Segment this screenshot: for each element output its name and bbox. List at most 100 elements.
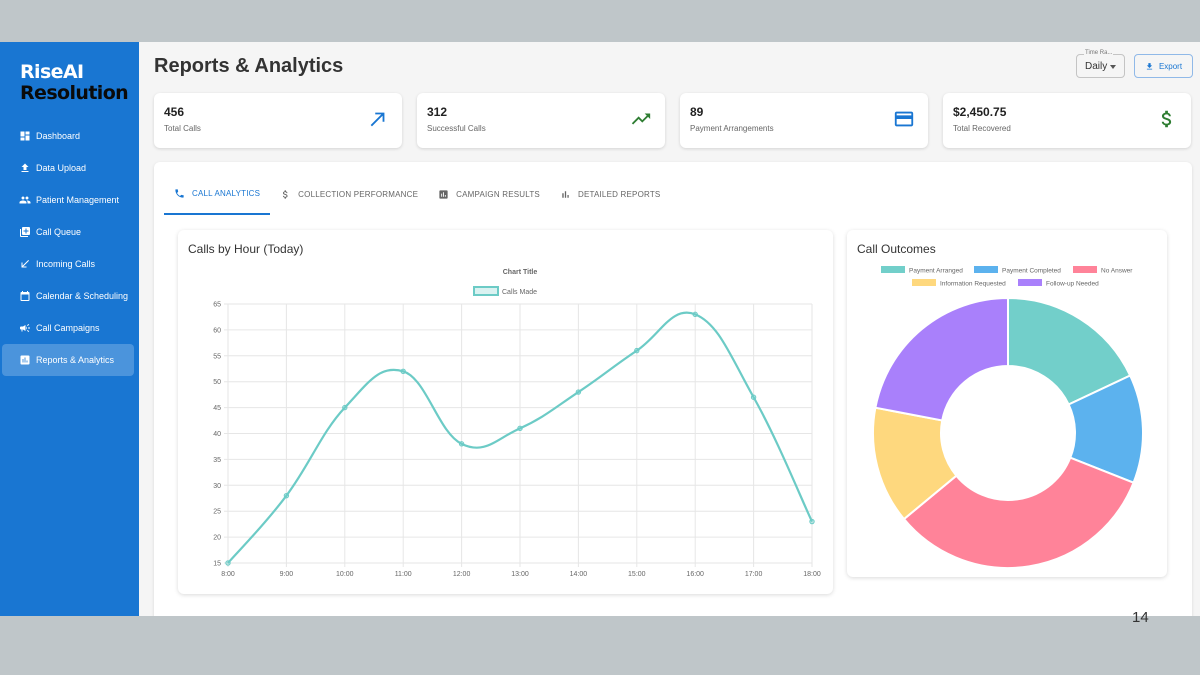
legend-label: Follow-up Needed xyxy=(1046,281,1099,288)
time-range-select[interactable]: Time Ra... Daily xyxy=(1076,50,1125,78)
tab-label: CALL ANALYTICS xyxy=(192,189,261,198)
stat-label: Successful Calls xyxy=(427,124,486,133)
x-tick-label: 10:00 xyxy=(336,571,354,578)
x-tick-label: 12:00 xyxy=(453,571,471,578)
tab-campaign-results[interactable]: CAMPAIGN RESULTS xyxy=(428,174,550,215)
sidebar-item-call-campaigns[interactable]: Call Campaigns xyxy=(2,312,134,344)
x-tick-label: 14:00 xyxy=(570,571,588,578)
x-tick-label: 13:00 xyxy=(511,571,529,578)
sidebar-item-data-upload[interactable]: Data Upload xyxy=(2,152,134,184)
calls-by-hour-card: Calls by Hour (Today) Chart Title 15 20 25 3… xyxy=(178,230,833,594)
x-tick-label: 16:00 xyxy=(686,571,704,578)
incoming-call-icon xyxy=(18,257,32,271)
page-title: Reports & Analytics xyxy=(154,55,344,77)
y-tick-label: 50 xyxy=(213,379,221,386)
y-tick-label: 25 xyxy=(213,509,221,516)
x-tick-label: 11:00 xyxy=(395,571,412,578)
queue-icon xyxy=(18,225,32,239)
export-button[interactable]: Export xyxy=(1134,54,1193,78)
sidebar-item-label: Call Queue xyxy=(36,227,82,237)
y-tick-label: 30 xyxy=(213,483,221,490)
data-point xyxy=(342,404,348,411)
tab-label: COLLECTION PERFORMANCE xyxy=(298,190,419,199)
donut-slice xyxy=(902,456,1135,569)
legend-label: Payment Completed xyxy=(1002,268,1061,275)
app-window: RiseAI Resolution Dashboard Data Upload … xyxy=(0,42,1200,616)
trending-up-icon xyxy=(629,107,653,131)
stat-label: Payment Arrangements xyxy=(690,124,774,133)
calendar-icon xyxy=(18,289,32,303)
y-tick-label: 55 xyxy=(213,353,221,360)
data-point xyxy=(458,441,465,447)
tab-collection-performance[interactable]: COLLECTION PERFORMANCE xyxy=(270,174,428,215)
y-tick-label: 35 xyxy=(213,457,221,464)
series-line xyxy=(227,311,813,564)
stat-value: 456 xyxy=(164,105,185,119)
chart-card-title: Call Outcomes xyxy=(857,242,936,256)
legend-swatch xyxy=(473,286,499,296)
sidebar-item-calendar[interactable]: Calendar & Scheduling xyxy=(2,280,134,312)
sidebar-item-call-queue[interactable]: Call Queue xyxy=(2,216,134,248)
tab-label: DETAILED REPORTS xyxy=(577,190,661,199)
dashboard-icon xyxy=(18,129,32,143)
stat-value: 312 xyxy=(427,105,448,119)
stat-value: 89 xyxy=(690,105,704,119)
stat-label: Total Calls xyxy=(164,124,201,133)
x-tick-label: 17:00 xyxy=(745,571,763,578)
data-point xyxy=(634,347,640,354)
sidebar-item-incoming-calls[interactable]: Incoming Calls xyxy=(2,248,134,280)
stat-card-total-calls: 456 Total Calls xyxy=(154,93,402,148)
data-point xyxy=(400,368,406,375)
brand-logo: RiseAI Resolution xyxy=(20,62,129,104)
upload-icon xyxy=(18,161,32,175)
y-tick-label: 20 xyxy=(213,535,221,542)
sidebar: RiseAI Resolution Dashboard Data Upload … xyxy=(0,42,139,616)
call-outcomes-chart: Payment Arranged Payment Completed No Answ… xyxy=(872,266,1144,569)
legend-label: Payment Arranged xyxy=(909,268,963,275)
chart-card-title: Calls by Hour (Today) xyxy=(188,242,304,256)
sidebar-item-label: Reports & Analytics xyxy=(36,355,115,365)
page-number: 14 xyxy=(1132,609,1149,626)
tab-call-analytics[interactable]: CALL ANALYTICS xyxy=(164,174,271,215)
legend-label: Information Requested xyxy=(940,281,1006,288)
sidebar-item-label: Patient Management xyxy=(36,195,120,205)
x-tick-label: 8:00 xyxy=(221,571,235,578)
sidebar-item-label: Call Campaigns xyxy=(36,323,100,333)
data-point xyxy=(225,560,231,566)
campaign-icon xyxy=(18,321,32,335)
tab-detailed-reports[interactable]: DETAILED REPORTS xyxy=(550,174,670,215)
stat-card-total-recovered: $2,450.75 Total Recovered xyxy=(943,93,1191,148)
donut-slice xyxy=(874,296,1009,422)
analytics-panel: CALL ANALYTICS COLLECTION PERFORMANCE CA… xyxy=(154,162,1192,616)
stat-label: Total Recovered xyxy=(953,124,1011,133)
export-label: Export xyxy=(1158,61,1183,71)
call-outcomes-card: Call Outcomes Payment Arranged Payment Co… xyxy=(847,230,1167,577)
sidebar-item-patient-management[interactable]: Patient Management xyxy=(2,184,134,216)
tab-label: CAMPAIGN RESULTS xyxy=(456,190,540,199)
data-point xyxy=(517,425,523,432)
sidebar-item-label: Incoming Calls xyxy=(36,259,96,269)
download-icon xyxy=(1146,62,1153,69)
legend-label: No Answer xyxy=(1101,268,1133,275)
legend-swatch xyxy=(912,279,936,286)
sidebar-nav: Dashboard Data Upload Patient Management… xyxy=(0,120,139,376)
time-range-label: Time Ra... xyxy=(1084,50,1114,56)
stat-value: $2,450.75 xyxy=(953,105,1007,119)
legend-label: Calls Made xyxy=(502,289,537,296)
y-tick-label: 45 xyxy=(213,405,221,412)
time-range-value: Daily xyxy=(1085,61,1108,72)
y-tick-label: 15 xyxy=(213,561,221,568)
data-point xyxy=(750,394,757,400)
brand-line2: Resolution xyxy=(20,82,129,104)
x-tick-label: 15:00 xyxy=(628,571,646,578)
legend-swatch xyxy=(881,266,905,273)
sidebar-item-reports[interactable]: Reports & Analytics xyxy=(2,344,134,376)
assessment-icon xyxy=(439,190,448,199)
chart-title: Chart Title xyxy=(503,269,538,276)
chevron-down-icon xyxy=(1110,65,1116,69)
people-icon xyxy=(18,193,32,207)
tab-bar: CALL ANALYTICS COLLECTION PERFORMANCE CA… xyxy=(164,174,670,215)
data-point xyxy=(575,389,582,395)
sidebar-item-label: Calendar & Scheduling xyxy=(36,291,129,301)
sidebar-item-dashboard[interactable]: Dashboard xyxy=(2,120,134,152)
